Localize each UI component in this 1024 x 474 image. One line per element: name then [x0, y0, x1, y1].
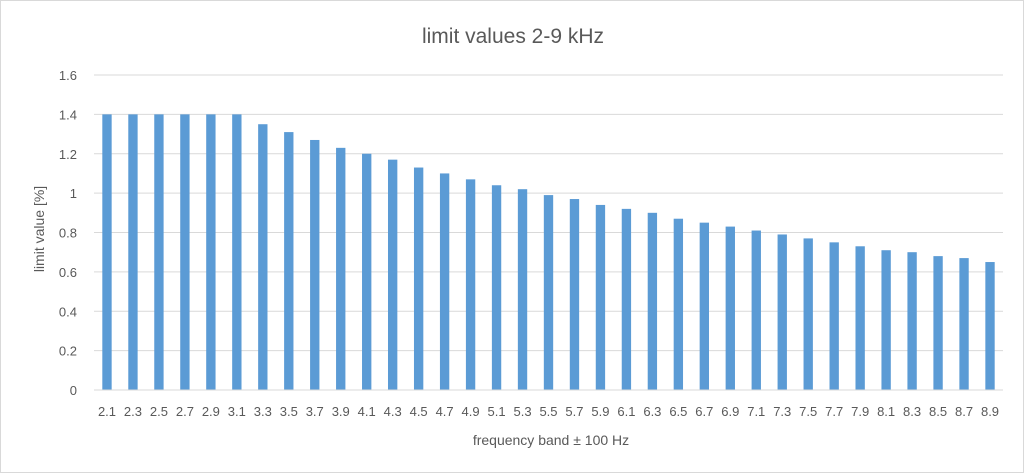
bar-7.3 [777, 234, 787, 390]
x-tick-label: 8.5 [929, 404, 947, 419]
x-tick-label: 4.3 [384, 404, 402, 419]
x-tick-label: 4.5 [410, 404, 428, 419]
bar-5.7 [569, 199, 580, 390]
x-tick-label: 6.5 [669, 404, 687, 419]
bar-3.9 [336, 147, 346, 390]
x-tick-label: 5.9 [591, 404, 609, 419]
y-tick-label: 0.6 [59, 265, 77, 280]
x-tick-label: 7.7 [825, 404, 843, 419]
bar-7.7 [829, 242, 839, 390]
bar-4.3 [387, 159, 398, 390]
bar-2.1 [102, 114, 112, 390]
y-tick-label: 1.4 [59, 107, 77, 122]
bar-5.1 [491, 185, 502, 390]
x-tick-label: 2.9 [202, 404, 220, 419]
y-tick-label: 0.4 [59, 304, 77, 319]
bar-6.9 [725, 226, 735, 390]
x-tick-label: 5.1 [488, 404, 506, 419]
x-tick-label: 5.5 [539, 404, 557, 419]
x-tick-label: 3.9 [332, 404, 350, 419]
x-tick-label: 5.3 [513, 404, 531, 419]
x-tick-label: 3.1 [228, 404, 246, 419]
bar-2.5 [154, 114, 164, 390]
x-tick-labels: 2.1 2.3 2.5 2.7 2.9 3.1 3.3 3.5 3.7 3.9 4.1 4.3 4.5 4… [98, 404, 999, 419]
bar-4.1 [362, 153, 372, 390]
x-tick-label: 4.9 [462, 404, 480, 419]
x-tick-label: 8.3 [903, 404, 921, 419]
bar-2.9 [206, 114, 216, 390]
x-tick-label: 8.1 [877, 404, 895, 419]
x-tick-label: 6.3 [643, 404, 661, 419]
bar-7.5 [803, 238, 813, 390]
bars [102, 114, 995, 390]
bar-5.5 [543, 195, 554, 390]
bar-8.1 [881, 250, 891, 390]
x-tick-label: 2.3 [124, 404, 142, 419]
x-tick-label: 7.1 [747, 404, 765, 419]
x-tick-label: 8.9 [981, 404, 999, 419]
bar-2.3 [128, 114, 138, 390]
y-tick-label: 0.8 [59, 226, 77, 241]
x-tick-label: 4.1 [358, 404, 376, 419]
bar-8.3 [907, 252, 917, 390]
bar-6.3 [647, 212, 658, 390]
y-tick-label: 0 [70, 383, 77, 398]
y-tick-label: 1 [70, 186, 77, 201]
bar-8.9 [985, 262, 995, 390]
bar-5.9 [595, 204, 606, 390]
bar-8.5 [933, 256, 943, 390]
x-tick-label: 6.9 [721, 404, 739, 419]
bar-3.3 [258, 124, 268, 390]
y-tick-label: 1.6 [59, 68, 77, 83]
bar-3.1 [232, 114, 242, 390]
y-tick-labels: 0 0.2 0.4 0.6 0.8 1 1.2 1.4 1.6 [59, 68, 77, 398]
x-tick-label: 3.7 [306, 404, 324, 419]
bar-3.5 [284, 132, 294, 390]
x-tick-label: 2.1 [98, 404, 116, 419]
x-axis-title: frequency band ± 100 Hz [473, 432, 629, 448]
bar-4.9 [465, 179, 476, 390]
y-tick-label: 0.2 [59, 344, 77, 359]
x-tick-label: 4.7 [436, 404, 454, 419]
bar-6.1 [621, 208, 632, 390]
bar-8.7 [959, 258, 969, 390]
y-tick-label: 1.2 [59, 147, 77, 162]
y-axis-title: limit value [%] [31, 186, 47, 272]
x-tick-label: 5.7 [565, 404, 583, 419]
bar-6.7 [699, 222, 710, 390]
x-tick-label: 7.5 [799, 404, 817, 419]
chart-title: limit values 2-9 kHz [422, 25, 604, 48]
bar-5.3 [517, 189, 528, 390]
x-tick-label: 3.5 [280, 404, 298, 419]
x-tick-label: 7.3 [773, 404, 791, 419]
bar-6.5 [673, 218, 684, 390]
bar-7.1 [751, 230, 761, 390]
x-tick-label: 3.3 [254, 404, 272, 419]
x-tick-label: 6.7 [695, 404, 713, 419]
bar-4.7 [439, 173, 450, 390]
bar-3.7 [310, 139, 320, 390]
x-tick-label: 6.1 [617, 404, 635, 419]
x-tick-label: 7.9 [851, 404, 869, 419]
x-tick-label: 8.7 [955, 404, 973, 419]
x-tick-label: 2.5 [150, 404, 168, 419]
bar-4.5 [413, 167, 424, 390]
x-tick-label: 2.7 [176, 404, 194, 419]
bar-7.9 [855, 246, 865, 390]
bar-2.7 [180, 114, 190, 390]
